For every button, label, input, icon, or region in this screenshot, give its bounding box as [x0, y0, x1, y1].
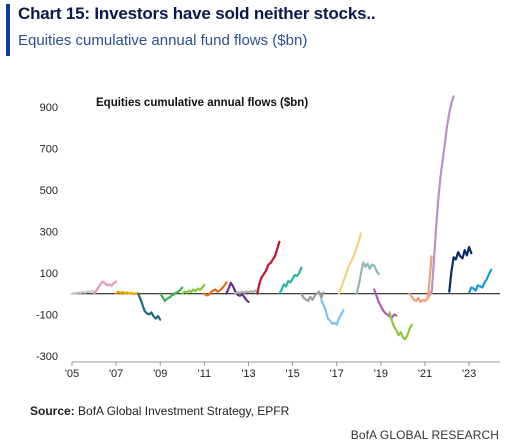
y-tick-label: 300	[40, 226, 58, 238]
y-tick-label: 900	[40, 102, 58, 114]
title-accent-bar	[6, 4, 10, 56]
series-line-5	[159, 286, 184, 303]
series-line-1	[70, 290, 96, 295]
x-tick-label: '21	[418, 368, 432, 380]
x-tick-label: '15	[285, 368, 299, 380]
chart-title: Chart 15: Investors have sold neither st…	[18, 4, 376, 23]
brand-label: BofA GLOBAL RESEARCH	[350, 428, 499, 442]
series-line-2	[92, 280, 118, 295]
x-tick-label: '23	[462, 368, 476, 380]
series-line-22	[468, 268, 493, 294]
series-line-14	[337, 232, 363, 295]
series-line-16	[373, 288, 398, 319]
series-line-3	[114, 290, 140, 296]
series-line-13	[320, 298, 345, 326]
x-tick-label: '19	[374, 368, 388, 380]
x-tick-label: '07	[109, 368, 123, 380]
source-label: Source:	[30, 404, 75, 418]
series-line-7	[203, 281, 228, 297]
x-tick-label: '09	[153, 368, 167, 380]
series-line-8	[225, 281, 250, 304]
series-line-11	[278, 266, 303, 295]
chart-subtitle: Equities cumulative annual fund flows ($…	[18, 32, 308, 49]
series-line-9	[234, 289, 259, 295]
chart-plot: Equities cumulative annual flows ($bn) -…	[36, 95, 500, 380]
series-line-15	[355, 261, 380, 295]
source-text: BofA Global Investment Strategy, EPFR	[78, 404, 290, 418]
series-line-4	[137, 292, 162, 321]
x-tick-label: '13	[241, 368, 255, 380]
series-line-19	[426, 255, 433, 300]
series-line-17	[388, 311, 413, 341]
x-tick-label: '05	[65, 368, 79, 380]
x-tick-label: '11	[198, 368, 212, 380]
series-line-12	[300, 290, 325, 303]
series-line-20	[430, 95, 455, 295]
y-tick-label: 700	[40, 143, 58, 155]
y-tick-label: -300	[36, 351, 58, 363]
series-line-10	[256, 240, 281, 295]
y-tick-label: 100	[40, 268, 58, 280]
x-axis: '05 '07 '09 '11 '13 '15 '17 '19 '21 '23	[65, 361, 500, 380]
y-tick-label: 500	[40, 185, 58, 197]
x-tick-label: '17	[330, 368, 344, 380]
y-tick-label: -100	[36, 309, 58, 321]
series-lines	[70, 95, 493, 341]
inner-chart-title: Equities cumulative annual flows ($bn)	[96, 97, 308, 109]
series-line-6	[181, 283, 206, 295]
series-line-21	[448, 245, 473, 293]
y-axis: -300 -100 100 300 500 700 900	[36, 102, 58, 363]
source-note: Source: BofA Global Investment Strategy,…	[30, 404, 289, 418]
